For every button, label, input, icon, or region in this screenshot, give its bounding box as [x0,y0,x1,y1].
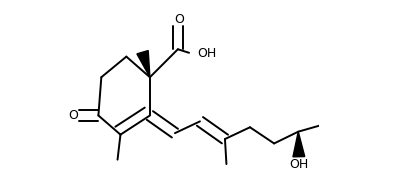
Text: O: O [174,13,184,26]
Text: O: O [68,109,78,122]
Text: OH: OH [289,158,309,171]
Polygon shape [137,51,150,77]
Polygon shape [293,132,305,157]
Text: OH: OH [197,47,217,60]
